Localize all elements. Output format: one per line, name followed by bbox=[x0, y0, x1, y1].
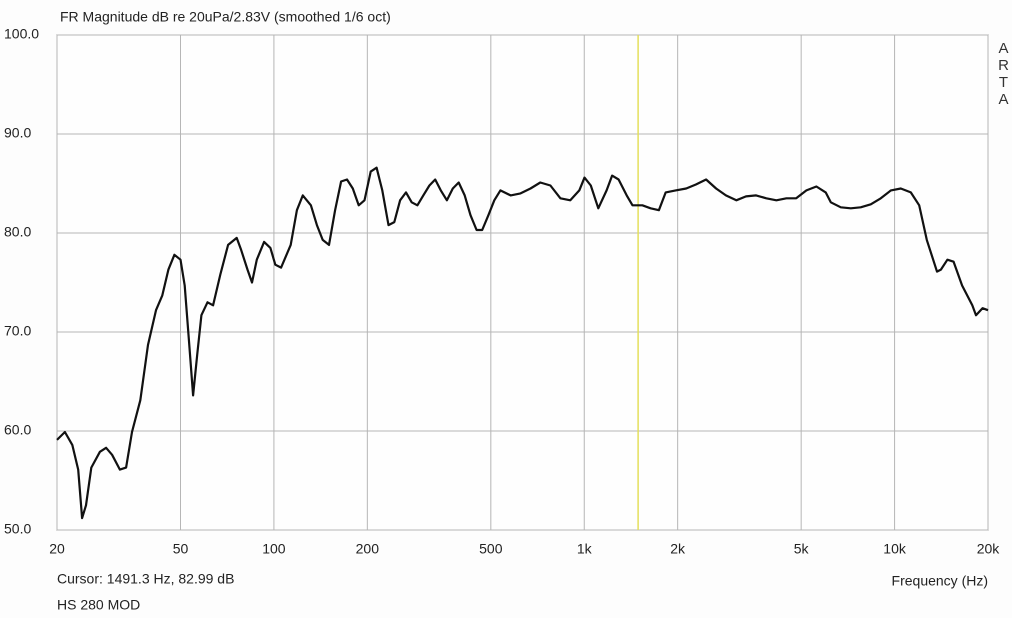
y-tick-label: 50.0 bbox=[4, 521, 31, 537]
x-tick-label: 100 bbox=[262, 541, 286, 557]
x-tick-label: 10k bbox=[883, 541, 907, 557]
y-tick-label: 60.0 bbox=[4, 422, 31, 438]
x-tick-label: 20k bbox=[977, 541, 1001, 557]
cursor-readout: Cursor: 1491.3 Hz, 82.99 dB bbox=[57, 571, 234, 587]
x-tick-label: 2k bbox=[670, 541, 686, 557]
y-tick-label: 100.0 bbox=[4, 26, 39, 42]
chart-title: FR Magnitude dB re 20uPa/2.83V (smoothed… bbox=[60, 9, 391, 25]
x-tick-label: 5k bbox=[794, 541, 810, 557]
x-axis-label: Frequency (Hz) bbox=[892, 573, 988, 589]
x-tick-label: 1k bbox=[577, 541, 593, 557]
x-tick-label: 50 bbox=[173, 541, 189, 557]
y-tick-label: 80.0 bbox=[4, 224, 31, 240]
note: HS 280 MOD bbox=[57, 597, 140, 613]
response-curve bbox=[56, 166, 989, 520]
x-tick-label: 20 bbox=[49, 541, 65, 557]
plot-frame bbox=[56, 34, 989, 531]
y-tick-label: 70.0 bbox=[4, 323, 31, 339]
brand: ARTA bbox=[995, 40, 1012, 108]
x-tick-label: 200 bbox=[356, 541, 380, 557]
x-tick-label: 500 bbox=[479, 541, 503, 557]
y-tick-label: 90.0 bbox=[4, 125, 31, 141]
